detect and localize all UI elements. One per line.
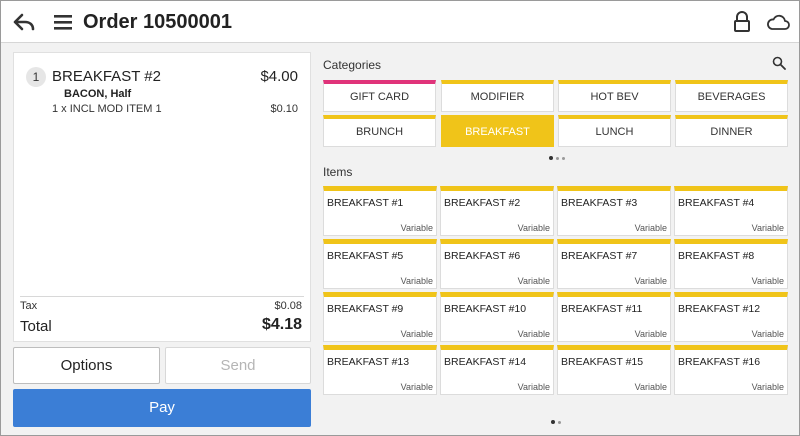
item-name: BREAKFAST #11: [561, 303, 643, 315]
categories-heading: Categories: [323, 58, 382, 72]
item-tile[interactable]: BREAKFAST #11 Variable: [557, 292, 671, 342]
item-price: Variable: [751, 382, 784, 392]
item-name: BREAKFAST #6: [444, 250, 521, 262]
item-name: BREAKFAST #2: [444, 197, 521, 209]
item-tile[interactable]: BREAKFAST #8 Variable: [674, 239, 788, 289]
page-dot-active: [551, 420, 555, 424]
item-name: BREAKFAST #7: [561, 250, 638, 262]
totals-divider: [20, 296, 304, 297]
pay-button[interactable]: Pay: [13, 389, 311, 427]
item-name: BREAKFAST #12: [678, 303, 761, 315]
page-dot-active: [549, 156, 553, 160]
category-hot-bev[interactable]: HOT BEV: [558, 80, 671, 112]
line-item-name[interactable]: BREAKFAST #2: [52, 68, 161, 85]
item-tile[interactable]: BREAKFAST #5 Variable: [323, 239, 437, 289]
category-gift-card[interactable]: GIFT CARD: [323, 80, 436, 112]
item-price: Variable: [751, 329, 784, 339]
order-ticket: 1 BREAKFAST #2 $4.00 BACON, Half 1 x INC…: [13, 52, 311, 342]
item-name: BREAKFAST #10: [444, 303, 527, 315]
item-tile[interactable]: BREAKFAST #7 Variable: [557, 239, 671, 289]
line-item-modifier: BACON, Half: [64, 88, 132, 100]
item-price: Variable: [400, 276, 433, 286]
item-price: Variable: [751, 276, 784, 286]
page-title: Order 10500001: [83, 11, 233, 33]
category-dinner[interactable]: DINNER: [675, 115, 788, 147]
top-bar: Order 10500001: [1, 1, 799, 43]
tax-value: $0.08: [274, 300, 302, 312]
search-icon[interactable]: [772, 56, 786, 70]
page-dot: [558, 420, 561, 424]
item-name: BREAKFAST #3: [561, 197, 638, 209]
category-beverages[interactable]: BEVERAGES: [675, 80, 788, 112]
item-tile[interactable]: BREAKFAST #1 Variable: [323, 186, 437, 236]
item-name: BREAKFAST #13: [327, 356, 410, 368]
line-number-badge: 1: [26, 67, 46, 87]
item-tile[interactable]: BREAKFAST #9 Variable: [323, 292, 437, 342]
items-page-indicator[interactable]: [551, 420, 561, 424]
item-tile[interactable]: BREAKFAST #13 Variable: [323, 345, 437, 395]
item-name: BREAKFAST #14: [444, 356, 527, 368]
item-name: BREAKFAST #8: [678, 250, 755, 262]
item-tile[interactable]: BREAKFAST #16 Variable: [674, 345, 788, 395]
cloud-icon[interactable]: [765, 10, 791, 34]
item-tile[interactable]: BREAKFAST #12 Variable: [674, 292, 788, 342]
line-sub-item-price: $0.10: [270, 103, 298, 115]
back-arrow-icon[interactable]: [12, 10, 36, 34]
item-price: Variable: [400, 223, 433, 233]
item-name: BREAKFAST #4: [678, 197, 755, 209]
item-price: Variable: [634, 223, 667, 233]
item-tile[interactable]: BREAKFAST #10 Variable: [440, 292, 554, 342]
item-price: Variable: [517, 329, 550, 339]
send-button[interactable]: Send: [165, 347, 311, 384]
item-name: BREAKFAST #5: [327, 250, 404, 262]
item-name: BREAKFAST #16: [678, 356, 761, 368]
line-item-price: $4.00: [260, 68, 298, 85]
item-price: Variable: [400, 382, 433, 392]
items-heading: Items: [323, 165, 353, 179]
item-price: Variable: [751, 223, 784, 233]
category-brunch[interactable]: BRUNCH: [323, 115, 436, 147]
item-tile[interactable]: BREAKFAST #15 Variable: [557, 345, 671, 395]
tax-label: Tax: [20, 300, 38, 312]
total-label: Total: [20, 318, 52, 335]
item-price: Variable: [517, 276, 550, 286]
category-page-indicator[interactable]: [549, 156, 565, 160]
item-tile[interactable]: BREAKFAST #3 Variable: [557, 186, 671, 236]
item-tile[interactable]: BREAKFAST #4 Variable: [674, 186, 788, 236]
item-price: Variable: [517, 223, 550, 233]
options-button[interactable]: Options: [13, 347, 160, 384]
hamburger-menu-icon[interactable]: [51, 10, 75, 34]
page-dot: [556, 156, 559, 160]
line-sub-item: 1 x INCL MOD ITEM 1: [52, 103, 162, 115]
item-tile[interactable]: BREAKFAST #2 Variable: [440, 186, 554, 236]
total-value: $4.18: [261, 316, 302, 333]
item-price: Variable: [400, 329, 433, 339]
item-price: Variable: [517, 382, 550, 392]
lock-icon[interactable]: [731, 10, 753, 34]
item-tile[interactable]: BREAKFAST #6 Variable: [440, 239, 554, 289]
item-name: BREAKFAST #1: [327, 197, 404, 209]
item-name: BREAKFAST #15: [561, 356, 644, 368]
item-tile[interactable]: BREAKFAST #14 Variable: [440, 345, 554, 395]
item-price: Variable: [634, 382, 667, 392]
item-price: Variable: [634, 276, 667, 286]
category-lunch[interactable]: LUNCH: [558, 115, 671, 147]
item-price: Variable: [634, 329, 667, 339]
item-name: BREAKFAST #9: [327, 303, 404, 315]
page-dot: [562, 156, 565, 160]
category-modifier[interactable]: MODIFIER: [441, 80, 554, 112]
category-breakfast[interactable]: BREAKFAST: [441, 115, 554, 147]
